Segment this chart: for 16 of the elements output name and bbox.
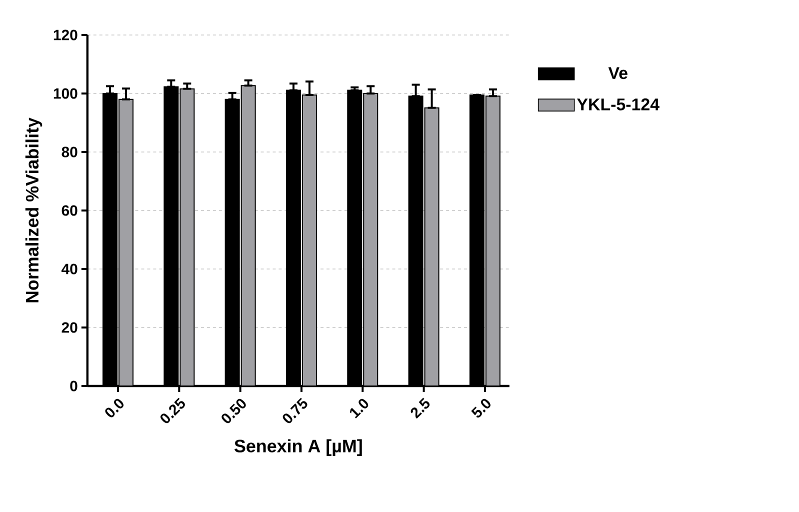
x-tick-label: 0.50 — [222, 398, 246, 424]
y-tick-label: 80 — [62, 146, 78, 158]
y-tick-label: 40 — [62, 264, 78, 274]
x-tick-label: 1.0 — [350, 398, 368, 418]
y-tick-label: 60 — [62, 205, 78, 216]
y-tick-label: 0 — [70, 380, 78, 392]
legend-label: Ve — [608, 67, 628, 80]
x-tick-label: 5.0 — [471, 398, 490, 418]
y-axis-title: Normalized %Viability — [25, 118, 42, 302]
x-tick-label: 0.0 — [105, 398, 124, 418]
legend-label: YKL-5-124 — [577, 98, 660, 110]
y-tick-label: 120 — [54, 30, 78, 40]
x-tick-label: 2.5 — [410, 398, 430, 419]
y-tick-label: 100 — [54, 88, 78, 99]
y-tick-label: 20 — [62, 322, 78, 333]
x-axis-title: Senexin A [µM] — [234, 439, 362, 456]
